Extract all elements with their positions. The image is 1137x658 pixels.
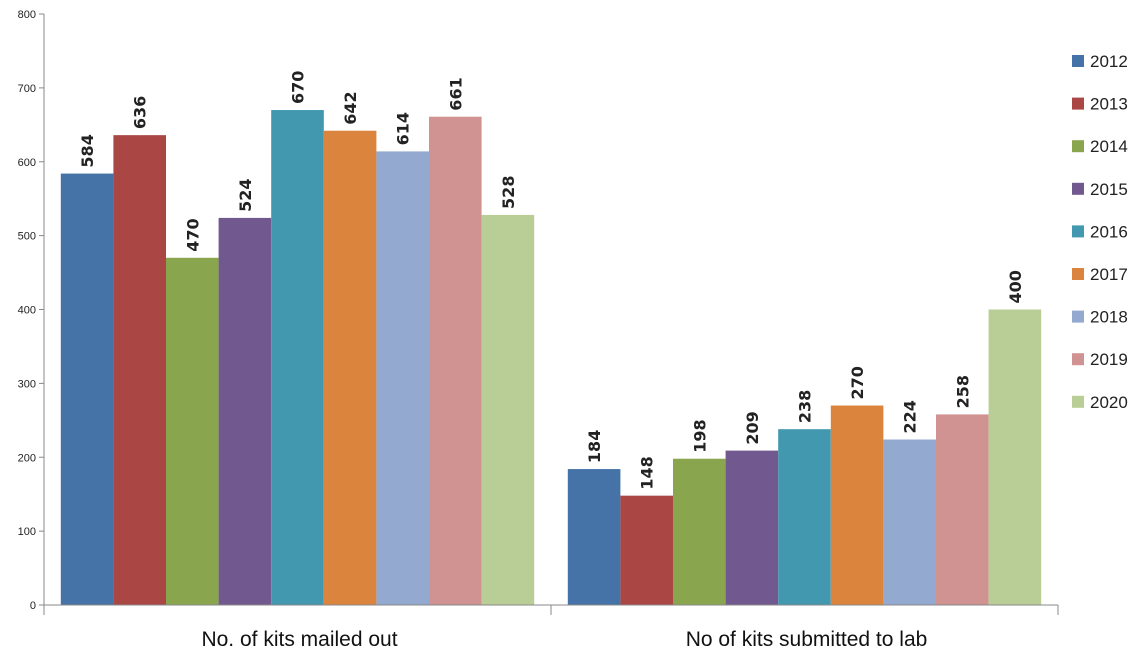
data-label: 528 <box>499 176 518 209</box>
data-label: 584 <box>78 134 97 167</box>
bar <box>376 151 429 605</box>
legend-label: 2017 <box>1090 265 1128 284</box>
x-category-label: No of kits submitted to lab <box>686 628 928 651</box>
bar <box>166 257 219 605</box>
data-label: 614 <box>394 112 413 145</box>
legend-swatch <box>1072 268 1084 280</box>
data-label: 270 <box>848 366 867 399</box>
bar <box>988 309 1042 605</box>
legend-swatch <box>1072 353 1084 366</box>
data-label: 524 <box>236 178 255 211</box>
data-label: 184 <box>585 430 604 463</box>
legend-label: 2012 <box>1090 52 1128 71</box>
bar <box>60 173 114 605</box>
legend-swatch <box>1072 182 1084 195</box>
bar <box>830 405 884 605</box>
legend-swatch <box>1072 395 1084 408</box>
bar <box>113 135 166 605</box>
bar <box>778 429 831 605</box>
bar <box>218 217 272 605</box>
y-axis: 0 100 200 300 400 500 600 700 800 <box>18 9 45 612</box>
legend-label: 2015 <box>1090 180 1128 199</box>
bar <box>883 439 936 605</box>
legend-label: 2019 <box>1090 350 1128 369</box>
legend-swatch <box>1072 140 1084 153</box>
data-label: 258 <box>953 375 972 408</box>
y-tick-label: 200 <box>18 452 36 464</box>
data-label: 148 <box>638 456 657 489</box>
bar <box>429 116 482 605</box>
y-tick-label: 0 <box>30 600 36 612</box>
data-label: 670 <box>289 71 308 104</box>
data-label: 209 <box>743 411 762 444</box>
legend-label: 2016 <box>1090 222 1128 241</box>
value-labels: 584 636 470 524 670 642 614 661 528 184 148 198 209 2… <box>78 71 1025 490</box>
data-label: 661 <box>446 77 465 110</box>
y-tick-label: 300 <box>18 378 36 390</box>
bar <box>271 110 324 605</box>
bar <box>673 458 726 605</box>
data-label: 198 <box>690 419 709 452</box>
y-tick-label: 600 <box>18 157 36 169</box>
bars <box>60 110 1042 605</box>
legend-swatch <box>1072 55 1084 67</box>
x-category-label: No. of kits mailed out <box>201 628 397 651</box>
data-label: 224 <box>901 400 920 433</box>
legend-swatch <box>1072 225 1084 238</box>
data-label: 636 <box>131 96 150 129</box>
x-axis: No. of kits mailed out No of kits submitt… <box>43 604 1059 651</box>
y-tick-label: 800 <box>18 9 36 21</box>
legend-label: 2018 <box>1090 308 1128 327</box>
data-label: 400 <box>1006 270 1025 303</box>
data-label: 642 <box>341 91 360 124</box>
legend: 2012 2013 2014 2015 2016 2017 2018 2019 2020 <box>1072 52 1128 412</box>
y-tick-label: 400 <box>18 305 36 317</box>
legend-swatch <box>1072 97 1084 110</box>
legend-label: 2013 <box>1090 95 1128 114</box>
bar <box>936 414 989 605</box>
y-tick-label: 100 <box>18 526 36 538</box>
bar <box>481 214 535 605</box>
legend-label: 2014 <box>1090 137 1128 156</box>
legend-label: 2020 <box>1090 393 1128 412</box>
data-label: 470 <box>183 218 202 251</box>
legend-swatch <box>1072 310 1084 323</box>
bar <box>567 469 621 605</box>
y-tick-label: 700 <box>18 83 36 95</box>
bar <box>323 130 377 605</box>
bar <box>620 495 673 605</box>
data-label: 238 <box>796 390 815 423</box>
y-tick-label: 500 <box>18 231 36 243</box>
bar <box>725 450 779 605</box>
